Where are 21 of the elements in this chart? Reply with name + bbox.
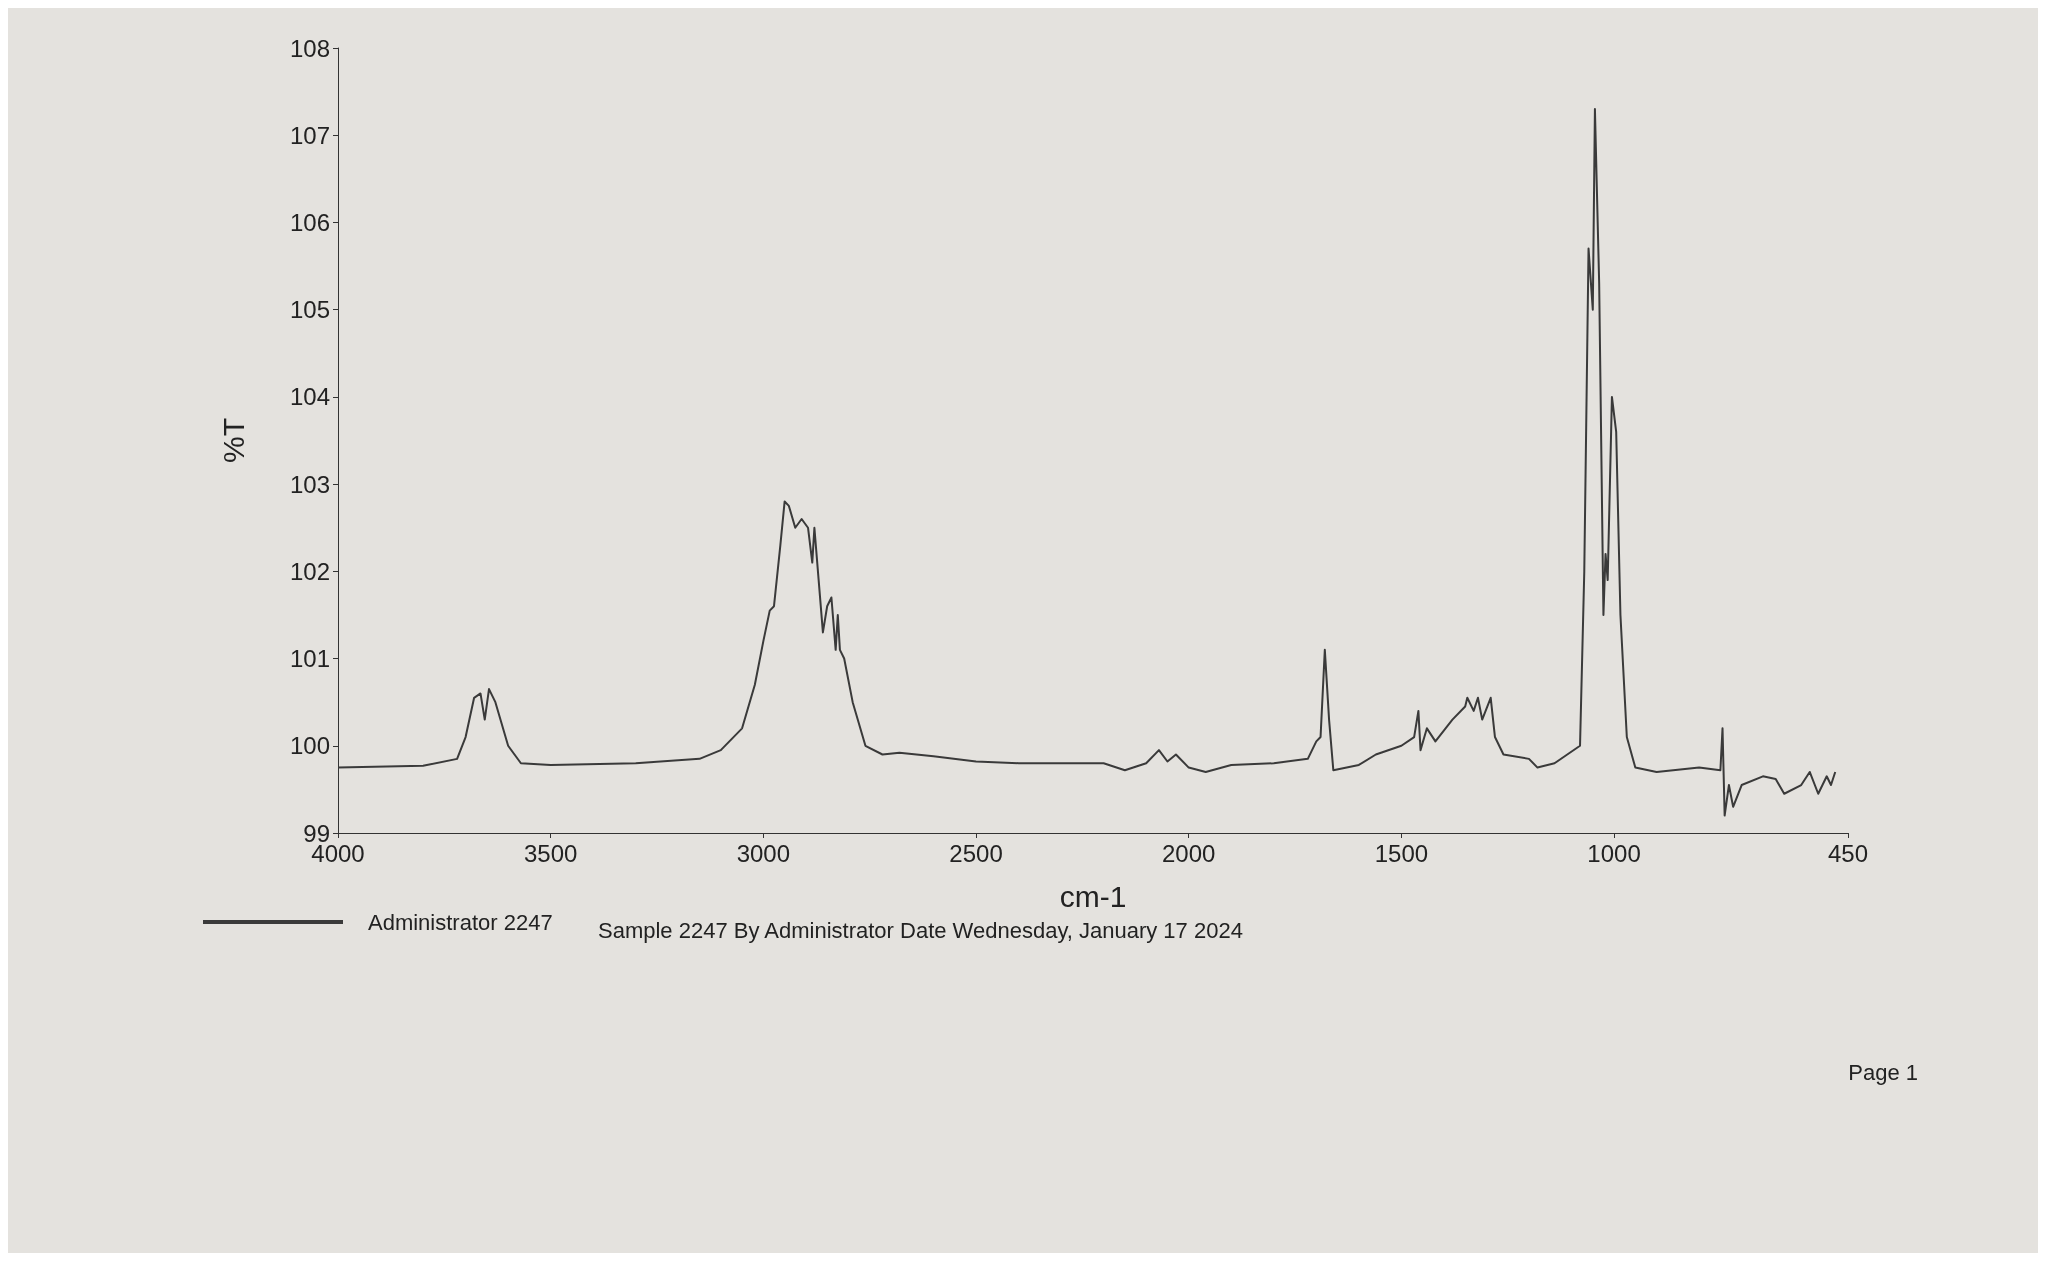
x-tick-label: 1500 [1374,839,1429,867]
x-tick-label: 3500 [523,839,578,867]
y-tick-label: 101 [289,645,330,673]
text: Page 1 [1848,1059,1919,1085]
y-tick-label: 108 [289,34,330,62]
y-tick-label: 103 [289,470,330,498]
text: Sample 2247 By Administrator Date Wednesday, January 17 2024 [598,917,1243,943]
y-tick-label: 100 [289,732,330,760]
y-tick-label: 104 [289,383,330,411]
y-tick-label: 105 [289,296,330,324]
y-tick-label: 102 [289,557,330,585]
x-tick-label: 450 [1827,839,1869,867]
x-tick-label: 2000 [1162,839,1216,867]
x-tick-label: 1000 [1587,839,1641,867]
y-axis-title: %T [216,418,250,463]
y-tick-label: 107 [289,121,330,149]
x-tick-label: 3000 [736,839,791,867]
x-tick-label: 2500 [949,839,1003,867]
text: Administrator 2247 [368,909,553,935]
y-tick-label: 106 [289,208,330,236]
x-axis-title: cm-1 [1059,879,1127,913]
